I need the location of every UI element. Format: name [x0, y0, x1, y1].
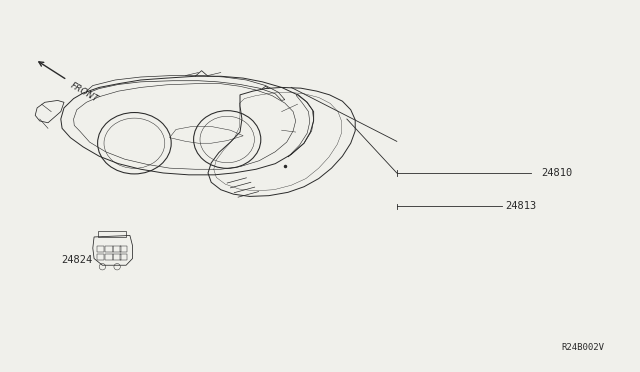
Text: FRONT: FRONT — [69, 81, 100, 104]
Text: 24824: 24824 — [61, 256, 92, 265]
Text: 24813: 24813 — [506, 202, 537, 211]
Text: 24810: 24810 — [541, 168, 572, 178]
Text: R24B002V: R24B002V — [562, 343, 605, 352]
